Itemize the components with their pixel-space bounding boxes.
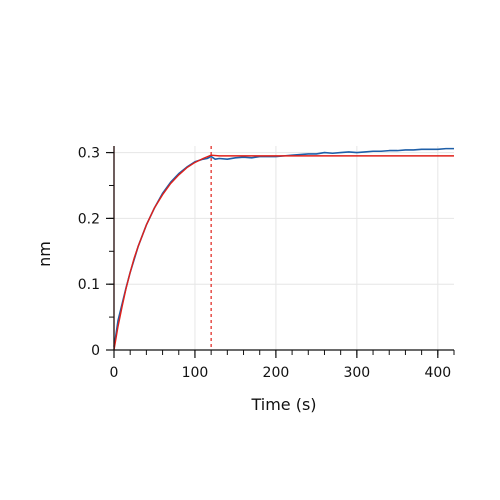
y-tick-label: 0.3 bbox=[78, 146, 100, 162]
x-tick-label: 200 bbox=[263, 365, 290, 381]
grid bbox=[114, 146, 454, 350]
axes bbox=[106, 146, 455, 358]
x-tick-label: 100 bbox=[182, 365, 209, 381]
x-tick-label: 300 bbox=[343, 365, 370, 381]
y-axis-title: nm bbox=[35, 241, 54, 267]
y-tick-label: 0.1 bbox=[78, 277, 100, 293]
series bbox=[113, 147, 454, 351]
fit-curve bbox=[113, 154, 454, 351]
y-tick-label: 0.2 bbox=[78, 211, 100, 227]
measured-curve bbox=[113, 147, 454, 347]
tick-labels: 0 100 200 300 400 0 0.1 0.2 0.3 bbox=[78, 146, 451, 381]
y-tick-label: 0 bbox=[91, 343, 100, 359]
x-tick-label: 0 bbox=[110, 365, 119, 381]
x-axis-title: Time (s) bbox=[250, 395, 316, 414]
x-tick-label: 400 bbox=[424, 365, 451, 381]
vertical-markers bbox=[113, 146, 212, 350]
